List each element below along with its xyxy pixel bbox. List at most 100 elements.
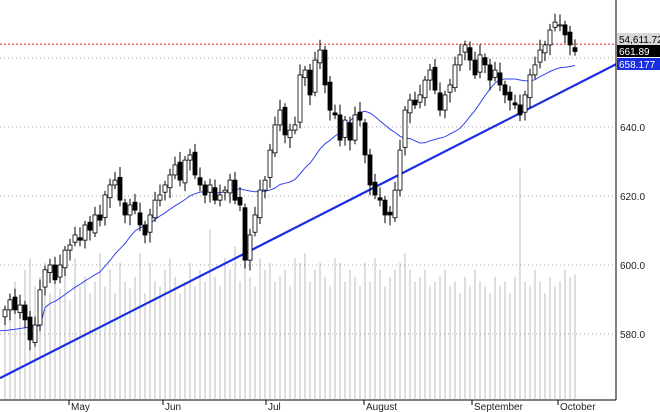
candle-body xyxy=(307,69,313,96)
candle-body xyxy=(367,154,373,186)
candle-body xyxy=(172,164,178,176)
candle-body xyxy=(112,179,118,186)
index-value-label: 54,611.72 xyxy=(619,35,660,46)
candle-body xyxy=(472,59,478,76)
x-tick-label: May xyxy=(71,402,90,412)
candle-body xyxy=(502,84,508,96)
index-value-box xyxy=(617,33,660,45)
candle-body xyxy=(192,151,198,176)
candle-body xyxy=(32,324,38,344)
candle-body xyxy=(137,212,143,226)
candle-body xyxy=(187,154,193,161)
candle-body xyxy=(317,49,323,64)
candle-body xyxy=(57,264,63,278)
x-tick-label: August xyxy=(366,402,397,412)
trendline xyxy=(0,63,617,380)
candle-body xyxy=(132,201,138,211)
candle-body xyxy=(302,69,308,79)
candle-body xyxy=(52,264,58,281)
candle-body xyxy=(252,214,258,233)
candle-body xyxy=(182,159,188,184)
candle-body xyxy=(557,24,563,27)
candle-body xyxy=(547,29,553,46)
candle-body xyxy=(537,49,543,63)
candle-body xyxy=(247,234,253,261)
candle-body xyxy=(522,94,528,113)
candle-body xyxy=(212,187,218,201)
y-tick-label: 640.0 xyxy=(620,123,645,134)
candle-body xyxy=(12,296,18,311)
candle-body xyxy=(287,129,293,139)
candle-body xyxy=(382,199,388,216)
candle-body xyxy=(372,181,378,196)
candle-body xyxy=(507,91,513,101)
candle-body xyxy=(272,124,278,154)
candle-body xyxy=(167,174,173,189)
candle-body xyxy=(127,204,133,216)
candle-body xyxy=(512,102,518,106)
candle-body xyxy=(232,179,238,201)
last-close-box xyxy=(617,45,660,57)
candle-body xyxy=(467,47,473,61)
candle-body xyxy=(62,249,68,269)
candle-body xyxy=(412,99,418,106)
candle-body xyxy=(552,21,558,28)
candle-body xyxy=(462,44,468,53)
x-tick-label: Jun xyxy=(165,402,181,412)
candle-body xyxy=(292,124,298,131)
candle-body xyxy=(392,189,398,219)
candle-body xyxy=(97,214,103,221)
candle-body xyxy=(427,69,433,81)
candle-body xyxy=(282,106,288,136)
candle-body xyxy=(122,202,128,216)
candle-body xyxy=(407,99,413,114)
candle-body xyxy=(327,81,333,111)
candle-body xyxy=(157,194,163,201)
candle-body xyxy=(332,112,338,116)
candle-body xyxy=(202,184,208,196)
candle-body xyxy=(152,199,158,219)
candle-body xyxy=(482,57,488,66)
candle-body xyxy=(357,111,363,121)
candle-body xyxy=(397,149,403,191)
candle-body xyxy=(452,64,458,89)
candle-body xyxy=(102,194,108,218)
candle-body xyxy=(347,122,353,141)
candle-body xyxy=(177,161,183,181)
candle-body xyxy=(477,54,483,73)
candle-body xyxy=(337,114,343,141)
candle-body xyxy=(17,304,23,314)
candle-body xyxy=(262,179,268,191)
candle-body xyxy=(87,221,93,231)
candle-body xyxy=(322,49,328,86)
candle-body xyxy=(567,31,573,46)
candle-body xyxy=(517,104,523,116)
candle-body xyxy=(312,59,318,93)
candle-body xyxy=(417,94,423,103)
candle-body xyxy=(267,149,273,178)
candle-body xyxy=(237,196,243,206)
candle-body xyxy=(297,74,303,123)
candle-body xyxy=(437,92,443,111)
candle-body xyxy=(422,79,428,99)
candle-body xyxy=(162,184,168,193)
candle-body xyxy=(47,264,53,273)
candle-body xyxy=(42,269,48,288)
candle-body xyxy=(492,69,498,78)
candle-body xyxy=(77,237,83,241)
candle-body xyxy=(542,44,548,54)
y-tick-label: 580.0 xyxy=(620,330,645,341)
y-tick-label: 600.0 xyxy=(620,261,645,272)
candle-body xyxy=(117,176,123,201)
last-close-label: 661.89 xyxy=(619,47,650,58)
moving-average-line xyxy=(0,64,576,332)
x-tick-label: September xyxy=(474,402,524,412)
x-tick-label: October xyxy=(560,402,596,412)
candle-body xyxy=(402,109,408,148)
trendline-value-box xyxy=(617,58,660,70)
candle-body xyxy=(342,119,348,138)
candle-body xyxy=(277,109,283,126)
candle-body xyxy=(22,304,28,321)
candle-body xyxy=(527,74,533,99)
